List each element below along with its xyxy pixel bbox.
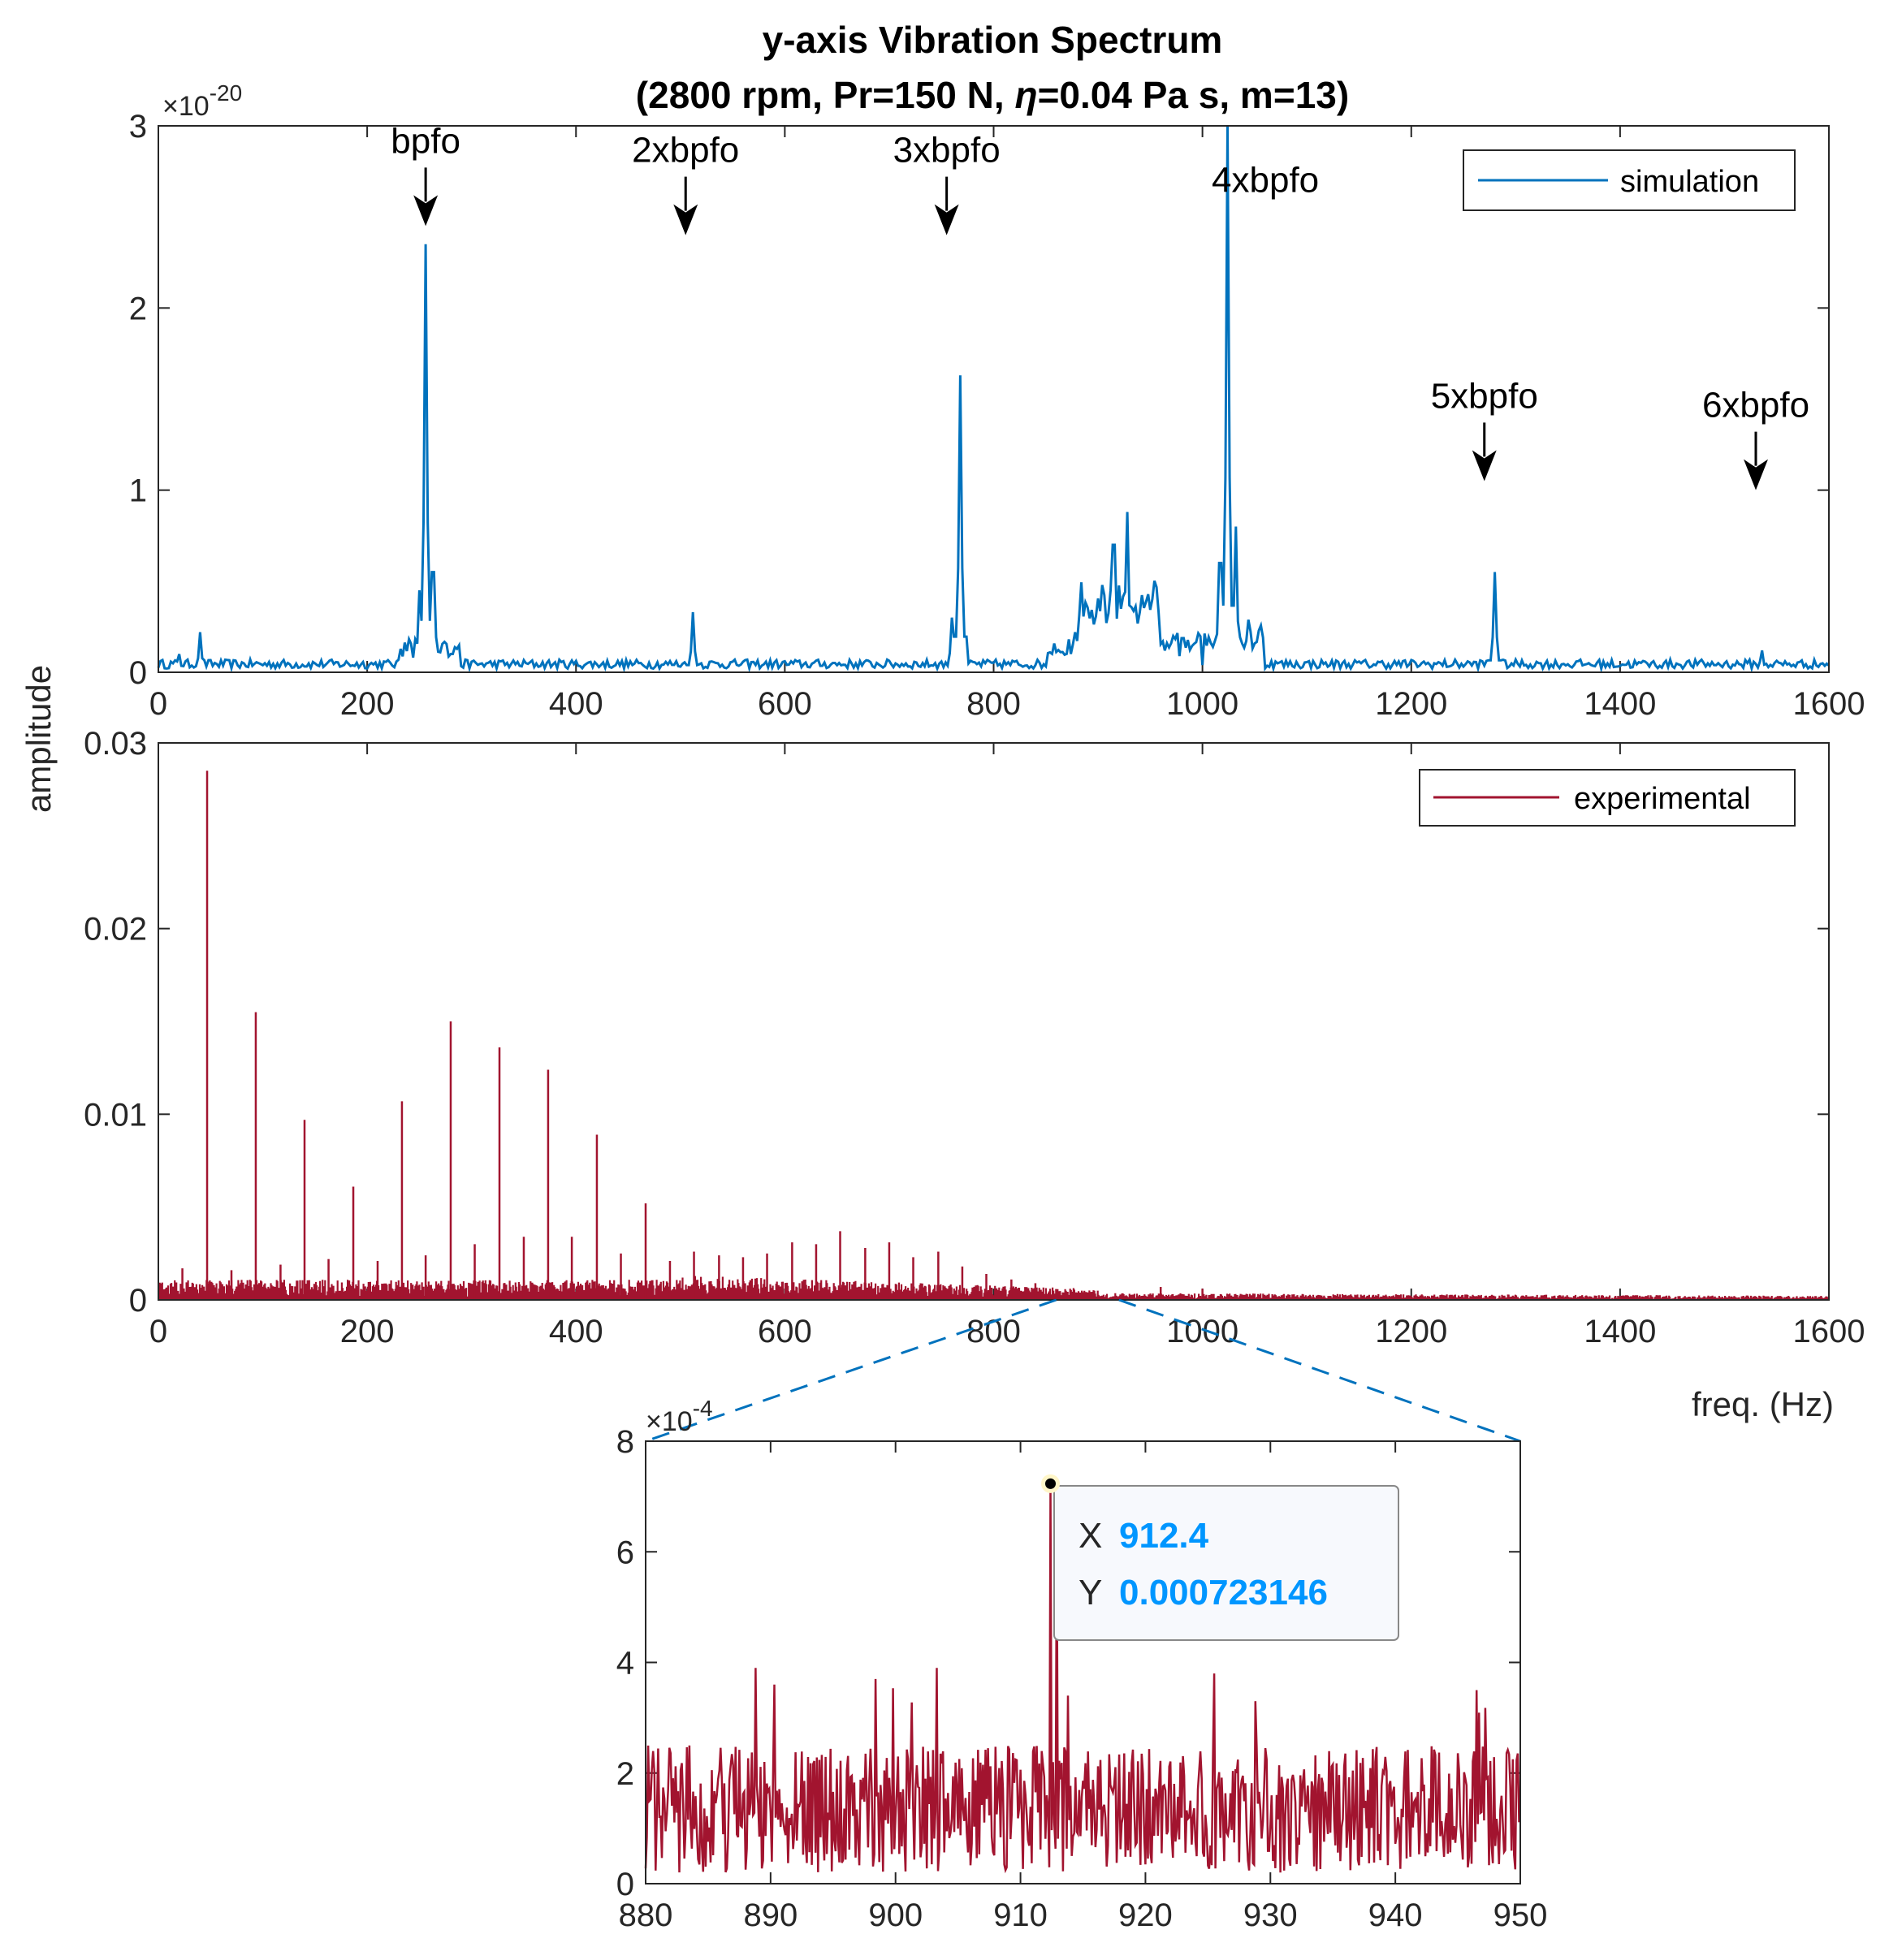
y-axis-label: amplitude: [19, 665, 58, 813]
experimental-plot-area: [158, 743, 1829, 1300]
simulation-ytick-label: 2: [129, 291, 147, 326]
zoom-xtick-label: 900: [868, 1897, 923, 1933]
experimental-legend: experimental: [1419, 769, 1796, 827]
annotation-arrowhead: [413, 195, 439, 227]
experimental-ytick-label: 0: [129, 1283, 147, 1319]
experimental-ytick-label: 0.02: [84, 912, 147, 948]
chart-title-line1: y-axis Vibration Spectrum: [763, 19, 1223, 61]
simulation-axes-box: [158, 125, 1830, 673]
simulation-xtick-label: 1200: [1375, 686, 1447, 722]
annotation-label: 4xbpfo: [1212, 161, 1319, 201]
simulation-xtick-label: 1400: [1584, 686, 1656, 722]
simulation-ytick-label: 0: [129, 655, 147, 691]
simulation-ytick-label: 3: [129, 109, 147, 145]
experimental-xtick-label: 1600: [1793, 1314, 1865, 1349]
datatip-box: [1053, 1485, 1399, 1641]
zoom-xtick-label: 920: [1118, 1897, 1173, 1933]
zoom-axes-box: [645, 1440, 1521, 1884]
simulation-exponent-label: ×10-20: [162, 80, 242, 122]
zoom-exponent-label: ×10-4: [646, 1396, 713, 1437]
datatip[interactable]: X 912.4 Y 0.000723146: [1040, 1474, 1399, 1641]
experimental-xtick-label: 1200: [1375, 1314, 1447, 1349]
simulation-xtick-label: 400: [549, 686, 603, 722]
zoom-xtick-label: 880: [619, 1897, 673, 1933]
datatip-marker[interactable]: [1040, 1474, 1060, 1493]
simulation-line: [157, 125, 1831, 674]
datatip-y-value: 0.000723146: [1119, 1573, 1328, 1612]
zoom-xtick-label: 930: [1243, 1897, 1298, 1933]
simulation-series: [157, 125, 1831, 674]
simulation-xtick-label: 800: [966, 686, 1021, 722]
simulation-xtick-label: 1600: [1793, 686, 1865, 722]
experimental-ytick-label: 0.01: [84, 1097, 147, 1133]
zoom-ytick-label: 4: [616, 1646, 634, 1682]
zoom-connector-left: [645, 1298, 1057, 1443]
experimental-tick-labels: 0 200 400 600 800 1000 1200 1400 1600 0 0.01 0.02 0.…: [84, 726, 1865, 1349]
zoom-xtick-label: 910: [993, 1897, 1048, 1933]
zoom-ytick-label: 8: [616, 1424, 634, 1460]
zoom-xtick-label: 940: [1368, 1897, 1423, 1933]
title-line2-before: (2800 rpm, Pr=150 N,: [636, 74, 1015, 116]
zoom-exponent-value: -4: [693, 1396, 713, 1421]
annotation-label: 2xbpfo: [632, 131, 739, 171]
annotation-label: 6xbpfo: [1702, 386, 1809, 425]
chart-title-line2: (2800 rpm, Pr=150 N, η=0.04 Pa s, m=13): [636, 74, 1349, 116]
datatip-x-value: 912.4: [1119, 1516, 1209, 1556]
simulation-ytick-label: 1: [129, 473, 147, 509]
simulation-exponent-value: -20: [210, 80, 242, 106]
annotation-label: bpfo: [391, 121, 460, 161]
datatip-x-label: X: [1079, 1516, 1102, 1556]
experimental-spikes: [181, 771, 1204, 1300]
x-axis-label: freq. (Hz): [1692, 1385, 1834, 1423]
title-eta-symbol: η: [1014, 74, 1037, 116]
experimental-xtick-label: 400: [549, 1314, 603, 1349]
experimental-axes-box: [158, 742, 1830, 1301]
zoom-xtick-label: 950: [1493, 1897, 1548, 1933]
annotation-label: 3xbpfo: [893, 131, 1001, 171]
simulation-legend: simulation: [1463, 149, 1796, 211]
simulation-annotations: bpfo 2xbpfo 3xbpfo 4xbpfo 5xbpfo 6xbpfo: [391, 121, 1809, 490]
simulation-xtick-label: 0: [149, 686, 167, 722]
annotation-label: 5xbpfo: [1431, 376, 1538, 416]
experimental-ytick-label: 0.03: [84, 726, 147, 762]
simulation-xtick-label: 1000: [1166, 686, 1238, 722]
zoom-axes: 880 890 900 910 920 930 940 950 0 2 4 6 8 ×10-4 X 91…: [616, 1396, 1548, 1933]
simulation-legend-label: simulation: [1620, 165, 1759, 199]
experimental-xtick-label: 200: [340, 1314, 395, 1349]
zoom-ytick-label: 2: [616, 1756, 634, 1792]
annotation-arrowhead: [1744, 459, 1769, 490]
zoom-tick-labels: 880 890 900 910 920 930 940 950 0 2 4 6 8: [616, 1424, 1548, 1933]
zoom-xtick-label: 890: [743, 1897, 798, 1933]
experimental-legend-label: experimental: [1574, 782, 1751, 816]
annotation-arrowhead: [1472, 450, 1497, 481]
annotation-arrowhead: [673, 204, 698, 235]
datatip-y-label: Y: [1079, 1573, 1102, 1612]
experimental-xtick-label: 0: [149, 1314, 167, 1349]
zoom-connector-right: [1118, 1298, 1521, 1443]
simulation-plot-area: [158, 126, 1829, 672]
simulation-xtick-label: 200: [340, 686, 395, 722]
simulation-axes: 0 200 400 600 800 1000 1200 1400 1600 0 1 2 3 ×10-20…: [129, 80, 1865, 722]
simulation-tick-labels: 0 200 400 600 800 1000 1200 1400 1600 0 1 2 3: [129, 109, 1865, 722]
zoom-ytick-label: 6: [616, 1535, 634, 1570]
experimental-xtick-label: 1000: [1166, 1314, 1238, 1349]
title-line2-after: =0.04 Pa s, m=13): [1038, 74, 1350, 116]
zoom-ytick-label: 0: [616, 1867, 634, 1902]
zoom-series-line: [644, 1483, 1520, 1874]
experimental-axes: 0 200 400 600 800 1000 1200 1400 1600 0 0.01 0.02 0.…: [84, 726, 1865, 1423]
simulation-xtick-label: 600: [758, 686, 812, 722]
experimental-xtick-label: 800: [966, 1314, 1021, 1349]
annotation-arrowhead: [934, 204, 959, 235]
experimental-xtick-label: 1400: [1584, 1314, 1656, 1349]
experimental-xtick-label: 600: [758, 1314, 812, 1349]
